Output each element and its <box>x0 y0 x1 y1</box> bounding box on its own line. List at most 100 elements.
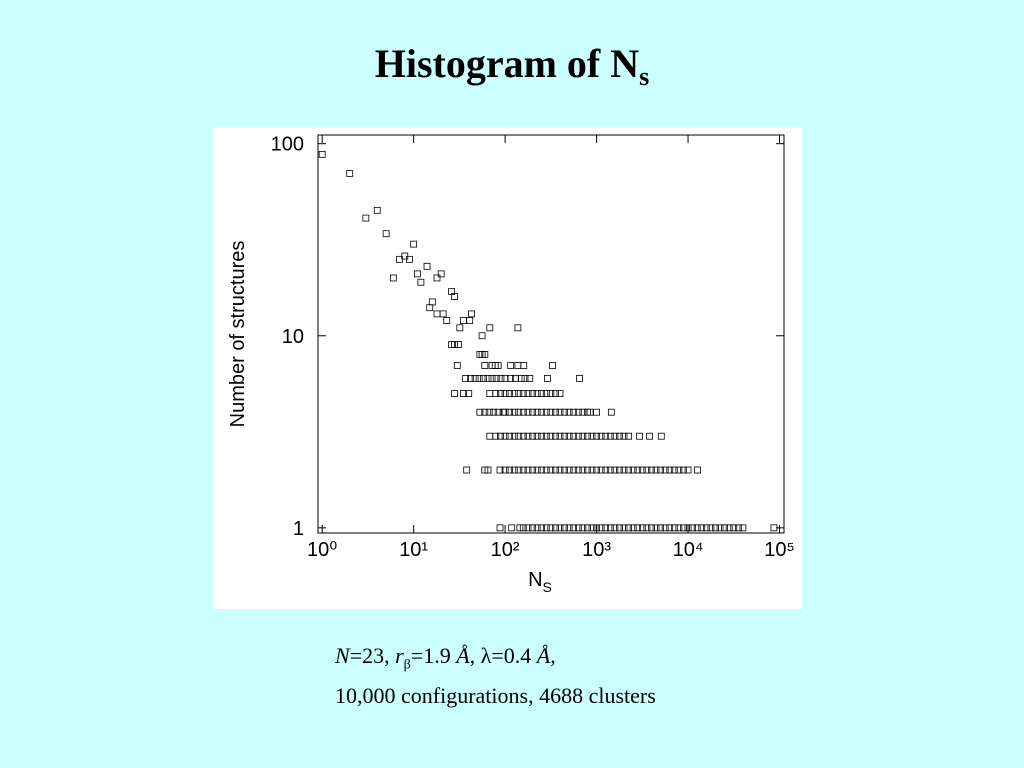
data-point <box>520 362 528 369</box>
data-point <box>634 524 642 532</box>
data-point <box>552 432 559 440</box>
data-point <box>515 390 523 397</box>
data-point <box>556 466 564 474</box>
data-point <box>606 432 614 440</box>
data-point <box>481 362 489 369</box>
data-point <box>506 432 514 440</box>
data-point <box>456 324 464 332</box>
data-point <box>362 214 370 222</box>
data-point <box>529 432 537 440</box>
data-point <box>666 524 674 532</box>
data-point <box>414 270 421 278</box>
data-point <box>533 432 541 440</box>
data-point <box>524 466 532 474</box>
y-tick-label: 1 <box>293 518 304 540</box>
data-point <box>346 170 354 177</box>
data-point <box>657 466 664 474</box>
data-point <box>538 390 546 397</box>
data-point <box>584 466 591 474</box>
data-point <box>506 466 514 474</box>
data-point <box>519 524 527 532</box>
data-point <box>515 432 523 440</box>
data-point <box>634 466 642 474</box>
caption-line-1: N=23, rβ=1.9 Å, λ=0.4 Å, <box>335 640 656 680</box>
data-point <box>725 524 733 532</box>
data-point <box>570 432 578 440</box>
data-point <box>620 466 628 474</box>
data-point <box>484 374 492 382</box>
data-point <box>547 408 555 416</box>
data-point <box>675 524 683 532</box>
data-point <box>552 408 559 416</box>
data-point <box>533 466 541 474</box>
data-point <box>494 408 502 416</box>
data-point <box>593 466 600 474</box>
data-point <box>510 466 518 474</box>
data-point <box>588 466 596 474</box>
data-point <box>389 274 397 282</box>
data-point <box>542 390 550 397</box>
data-point <box>561 408 568 416</box>
data-point <box>629 524 637 532</box>
data-point <box>515 466 523 474</box>
data-point <box>519 432 527 440</box>
data-point <box>579 408 587 416</box>
caption-part: , <box>550 643 556 668</box>
data-point <box>428 298 436 306</box>
data-point <box>468 310 475 318</box>
data-point <box>652 466 660 474</box>
x-tick-label: 10⁰ <box>307 539 337 561</box>
caption-part: =23, <box>349 643 396 668</box>
data-point <box>602 466 610 474</box>
data-point <box>497 374 505 382</box>
data-point <box>675 466 683 474</box>
data-point <box>542 408 550 416</box>
data-point <box>616 432 623 440</box>
data-point <box>506 390 514 397</box>
data-point <box>693 524 701 532</box>
data-point <box>657 432 665 440</box>
x-axis-label-subscript: S <box>543 579 552 595</box>
data-point <box>467 374 475 382</box>
data-point <box>620 432 628 440</box>
data-point <box>661 466 669 474</box>
data-point <box>481 408 489 416</box>
data-point <box>492 432 500 440</box>
data-point <box>570 524 578 532</box>
data-point <box>593 432 600 440</box>
data-point <box>574 466 582 474</box>
x-axis-label-text: N <box>528 569 542 591</box>
data-point <box>770 524 778 532</box>
data-point <box>497 432 504 440</box>
data-point <box>684 466 692 474</box>
slide-title: Histogram of Ns <box>0 40 1024 92</box>
data-point <box>561 432 568 440</box>
data-point <box>666 466 674 474</box>
data-point <box>510 432 518 440</box>
y-tick-label: 10 <box>282 326 304 348</box>
data-point <box>439 310 447 318</box>
data-point <box>636 432 643 440</box>
data-point <box>574 432 582 440</box>
data-point <box>597 466 605 474</box>
x-tick-label: 10⁴ <box>673 539 704 561</box>
data-point <box>501 408 509 416</box>
data-point <box>476 408 484 416</box>
data-point <box>533 524 541 532</box>
data-point <box>519 390 527 397</box>
data-point <box>552 390 559 397</box>
data-point <box>529 390 537 397</box>
data-point <box>526 374 534 382</box>
data-point <box>588 524 596 532</box>
data-point <box>689 524 697 532</box>
data-point <box>492 390 500 397</box>
data-point <box>565 466 573 474</box>
x-axis-label: NS <box>528 569 552 595</box>
data-point <box>646 432 654 440</box>
data-point <box>478 332 486 340</box>
x-tick-label: 10² <box>491 539 520 561</box>
data-point <box>497 390 504 397</box>
data-point <box>565 408 573 416</box>
data-point <box>544 374 551 382</box>
